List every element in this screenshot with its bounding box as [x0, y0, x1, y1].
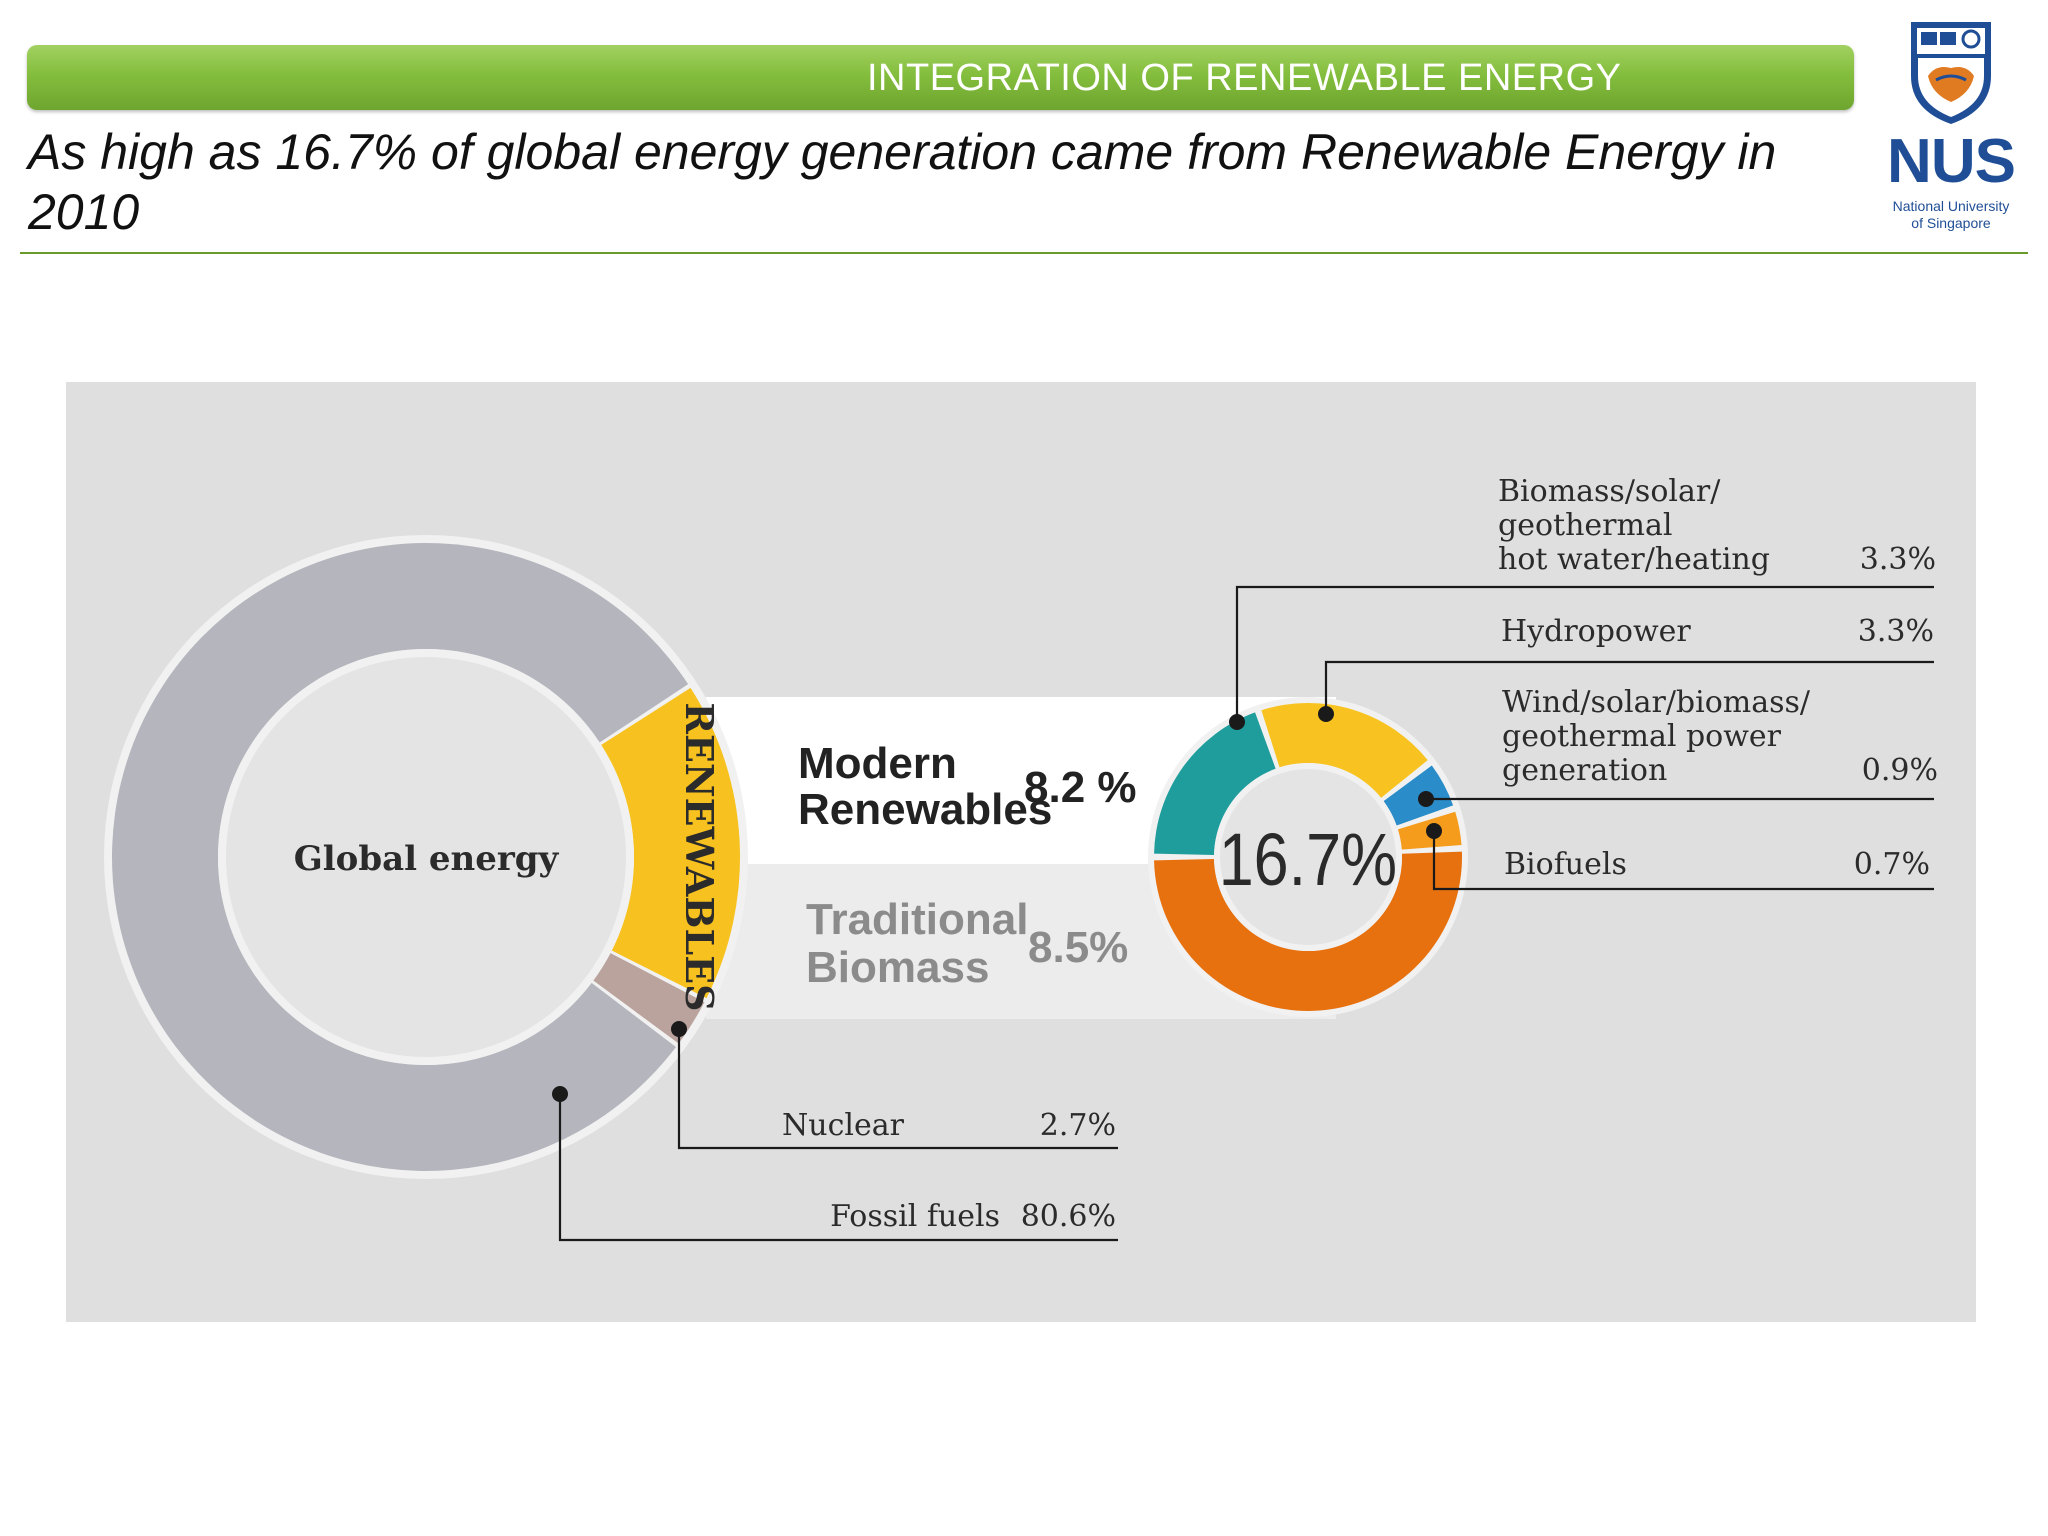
logo-subtitle-1: National University [1892, 198, 2010, 214]
biofuels-dot [1426, 823, 1442, 839]
hotwater-leader [1235, 585, 1934, 722]
fossil-value: 80.6% [1021, 1199, 1116, 1234]
fossil-dot [552, 1086, 568, 1102]
donut-slice-nuclear [593, 953, 705, 1044]
donut-slice-fossil-fuels [111, 543, 689, 1171]
renewables-breakdown-donut [1154, 703, 1462, 1011]
hotwater-label-line1: Biomass/solar/ [1498, 474, 1721, 509]
header-divider [20, 252, 2028, 254]
donut-slice-traditional-biomass [1154, 851, 1462, 1011]
title-banner: INTEGRATION OF RENEWABLE ENERGY [27, 45, 1854, 110]
leader-lines [558, 585, 1934, 1242]
nus-crest-icon [1911, 22, 1991, 124]
donut-slice-renewables [601, 687, 740, 999]
hydro-value: 3.3% [1858, 614, 1934, 649]
fossil-leader [558, 1094, 1118, 1242]
nuclear-dot [671, 1021, 687, 1037]
modern-value: 8.2 % [1024, 763, 1137, 812]
wind-label-line1: Wind/solar/biomass/ [1502, 685, 1811, 720]
biofuels-label: Biofuels [1504, 847, 1627, 882]
wind-label-line3: generation [1502, 753, 1667, 788]
global-energy-donut [111, 543, 740, 1171]
infographic-panel: Global energy RENEWABLES 16.7% Modern Re… [66, 382, 1976, 1322]
nuclear-leader [677, 1029, 1118, 1150]
wind-dot [1418, 791, 1434, 807]
hotwater-label-line3: hot water/heating [1498, 542, 1770, 577]
donut-slice-wind-solar-biomass-geothermal-power-generation [1383, 765, 1454, 826]
nuclear-value: 2.7% [1040, 1108, 1116, 1143]
hotwater-label-line2: geothermal [1498, 508, 1672, 543]
modern-label-line2: Renewables [798, 785, 1052, 834]
logo-wordmark: NUS [1887, 127, 2016, 196]
fossil-label: Fossil fuels [830, 1199, 1000, 1234]
hotwater-dot [1229, 714, 1245, 730]
slide-subtitle: As high as 16.7% of global energy genera… [28, 124, 1777, 240]
wind-label-line2: geothermal power [1502, 719, 1782, 754]
renewables-ring-label: RENEWABLES [677, 702, 722, 1011]
traditional-label-line2: Biomass [806, 943, 989, 992]
logo-subtitle-2: of Singapore [1911, 215, 1991, 231]
hydro-leader [1324, 660, 1934, 714]
global-energy-label: Global energy [294, 839, 560, 879]
nus-logo: NUS National University of Singapore [1876, 18, 2026, 231]
wind-value: 0.9% [1862, 753, 1938, 788]
renewables-total-label: 16.7% [1219, 818, 1397, 901]
renewables-infographic: Global energy RENEWABLES 16.7% Modern Re… [104, 474, 1938, 1242]
hydro-dot [1318, 706, 1334, 722]
biofuels-value: 0.7% [1854, 847, 1930, 882]
renewables-donut-hole [1220, 769, 1396, 945]
traditional-value: 8.5% [1028, 923, 1128, 972]
traditional-label-line1: Traditional [806, 895, 1028, 944]
donut-slice-biomass-solar-geothermal-hot-water-heating [1154, 712, 1276, 855]
nuclear-label: Nuclear [782, 1108, 905, 1143]
slide-title: INTEGRATION OF RENEWABLE ENERGY [867, 57, 1622, 99]
leader-dots [552, 706, 1442, 1102]
donut-slice-hydropower [1261, 703, 1428, 798]
hotwater-value: 3.3% [1860, 542, 1936, 577]
modern-label-line1: Modern [798, 739, 957, 788]
hydro-label: Hydropower [1501, 614, 1691, 649]
global-donut-hole [226, 657, 626, 1057]
biofuels-leader [1432, 831, 1934, 891]
